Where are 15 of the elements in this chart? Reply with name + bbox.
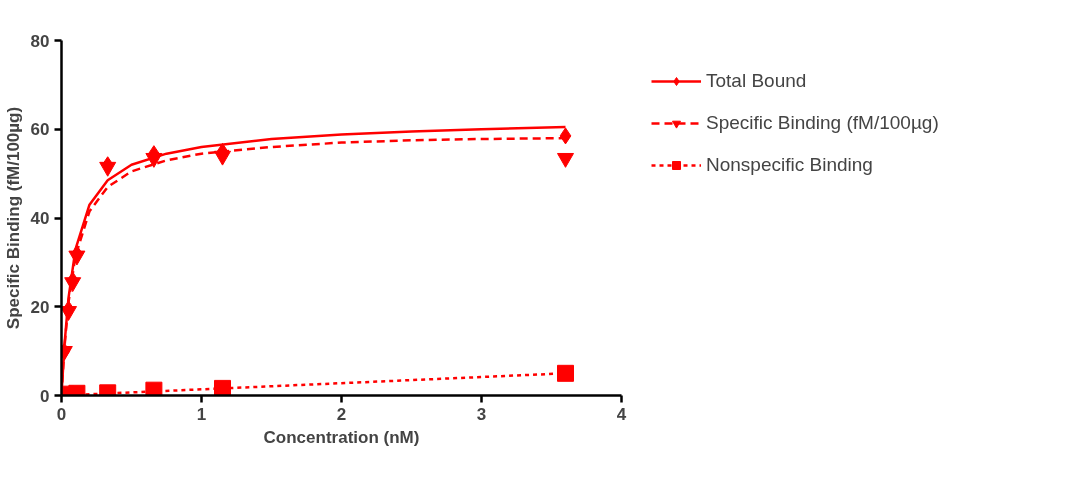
y-tick-label: 80 bbox=[30, 31, 50, 51]
x-tick-label: 1 bbox=[196, 404, 207, 424]
legend-label: Total Bound bbox=[706, 70, 807, 92]
y-tick-label: 20 bbox=[30, 297, 50, 317]
x-tick-label: 0 bbox=[56, 404, 67, 424]
legend-label: Specific Binding (fM/100µg) bbox=[706, 112, 939, 134]
y-tick-label: 40 bbox=[30, 209, 50, 228]
y-axis-title: Specific Binding (fM/100µg) bbox=[3, 106, 23, 330]
x-tick-label: 4 bbox=[616, 404, 627, 424]
x-tick-label: 2 bbox=[336, 404, 347, 424]
y-tick-label: 0 bbox=[40, 386, 50, 406]
y-tick-label: 60 bbox=[30, 120, 50, 140]
x-axis-title: Concentration (nM) bbox=[263, 427, 420, 447]
x-tick-label: 3 bbox=[476, 404, 487, 424]
legend-label: Nonspecific Binding bbox=[706, 154, 873, 176]
